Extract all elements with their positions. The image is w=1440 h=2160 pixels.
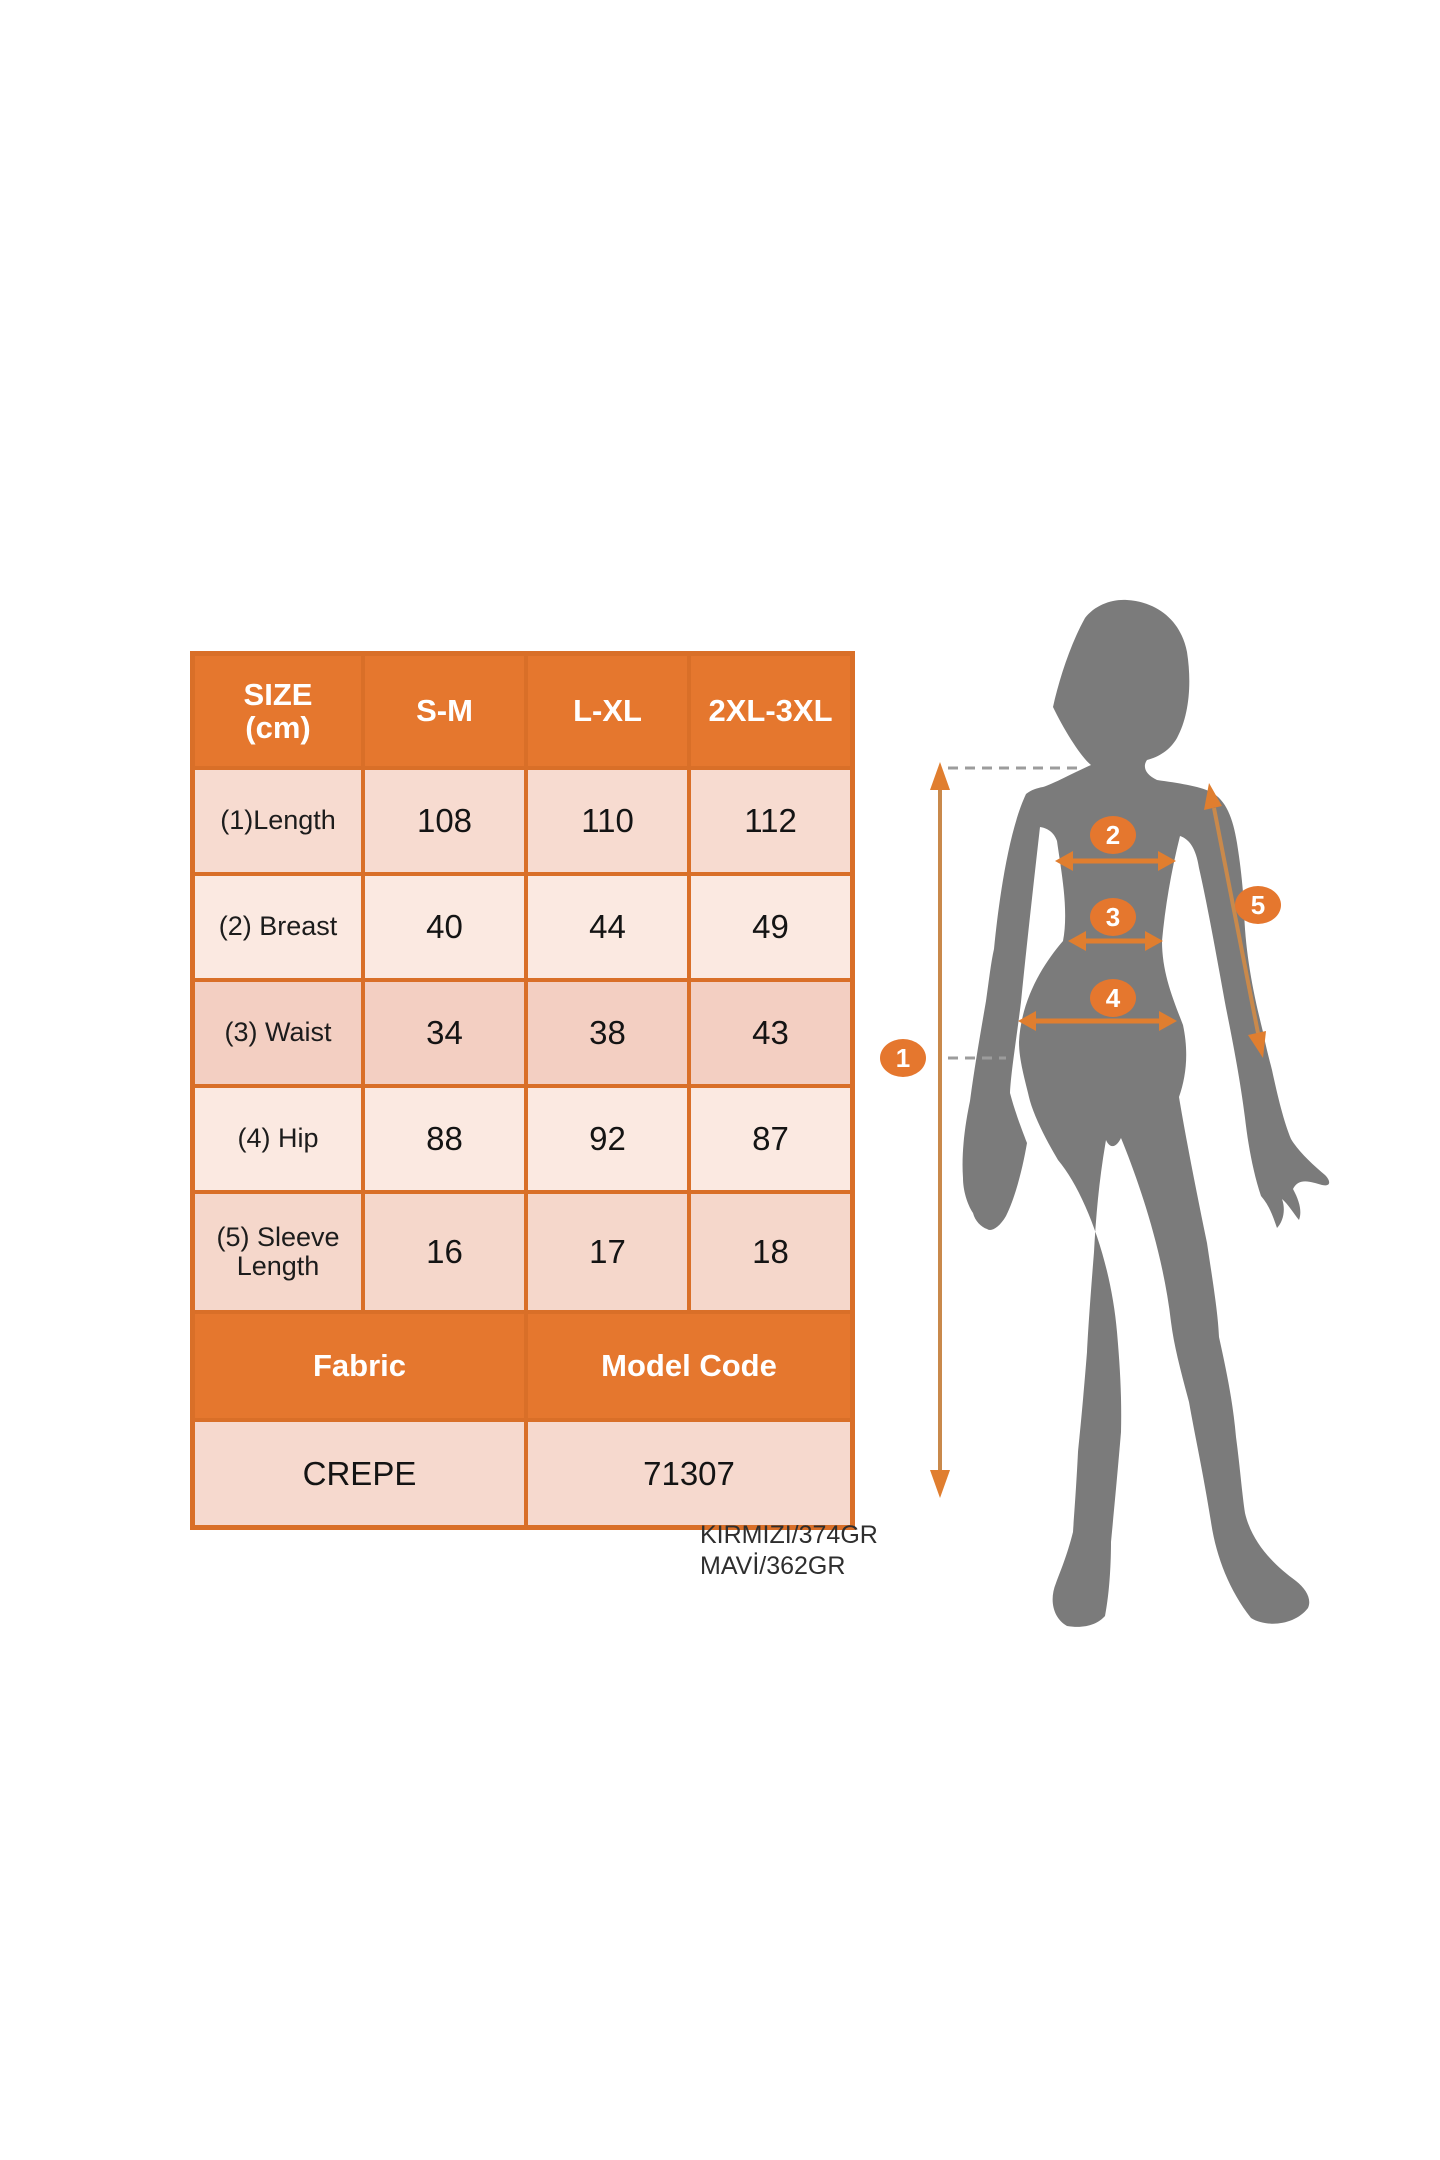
size-header-line2: (cm) bbox=[245, 710, 311, 745]
breast-s-m: 40 bbox=[365, 876, 524, 978]
measure-badge-3: 3 bbox=[1090, 898, 1136, 936]
breast-2xl-3xl: 49 bbox=[691, 876, 850, 978]
hip-2xl-3xl: 87 bbox=[691, 1088, 850, 1190]
note-red-weight: KIRMIZI/374GR bbox=[700, 1521, 878, 1549]
measure-badge-4: 4 bbox=[1090, 979, 1136, 1017]
model-code-header: Model Code bbox=[528, 1314, 850, 1418]
color-weight-notes: KIRMIZI/374GR MAVİ/362GR bbox=[700, 1520, 878, 1582]
measure-badge-5: 5 bbox=[1235, 886, 1281, 924]
model-code-value: 71307 bbox=[528, 1422, 850, 1525]
row-label-waist: (3) Waist bbox=[195, 982, 361, 1084]
length-l-xl: 110 bbox=[528, 770, 687, 872]
fabric-header: Fabric bbox=[195, 1314, 524, 1418]
sleeve-2xl-3xl: 18 bbox=[691, 1194, 850, 1310]
hip-arrow bbox=[1018, 1011, 1177, 1031]
size-header-line1: SIZE bbox=[243, 676, 313, 712]
length-2xl-3xl: 112 bbox=[691, 770, 850, 872]
waist-arrow bbox=[1068, 931, 1163, 951]
waist-2xl-3xl: 43 bbox=[691, 982, 850, 1084]
sleeve-l-xl: 17 bbox=[528, 1194, 687, 1310]
hip-s-m: 88 bbox=[365, 1088, 524, 1190]
breast-l-xl: 44 bbox=[528, 876, 687, 978]
row-label-breast: (2) Breast bbox=[195, 876, 361, 978]
waist-s-m: 34 bbox=[365, 982, 524, 1084]
measure-badge-1: 1 bbox=[880, 1039, 926, 1077]
row-label-sleeve-length: (5) Sleeve Length bbox=[195, 1194, 361, 1310]
size-unit-header-cell: SIZE (cm) bbox=[195, 656, 361, 766]
sleeve-arrow bbox=[1204, 783, 1266, 1058]
sleeve-s-m: 16 bbox=[365, 1194, 524, 1310]
hip-l-xl: 92 bbox=[528, 1088, 687, 1190]
column-header-s-m: S-M bbox=[365, 656, 524, 766]
row-label-length: (1)Length bbox=[195, 770, 361, 872]
column-header-l-xl: L-XL bbox=[528, 656, 687, 766]
length-arrow bbox=[930, 762, 950, 1498]
column-header-2xl-3xl: 2XL-3XL bbox=[691, 656, 850, 766]
note-blue-weight: MAVİ/362GR bbox=[700, 1552, 846, 1580]
measure-badge-2: 2 bbox=[1090, 816, 1136, 854]
breast-arrow bbox=[1055, 851, 1176, 871]
fabric-value: CREPE bbox=[195, 1422, 524, 1525]
body-silhouette bbox=[962, 599, 1330, 1627]
waist-l-xl: 38 bbox=[528, 982, 687, 1084]
size-table: SIZE (cm) S-M L-XL 2XL-3XL (1)Length 108… bbox=[190, 651, 855, 1530]
length-s-m: 108 bbox=[365, 770, 524, 872]
row-label-hip: (4) Hip bbox=[195, 1088, 361, 1190]
